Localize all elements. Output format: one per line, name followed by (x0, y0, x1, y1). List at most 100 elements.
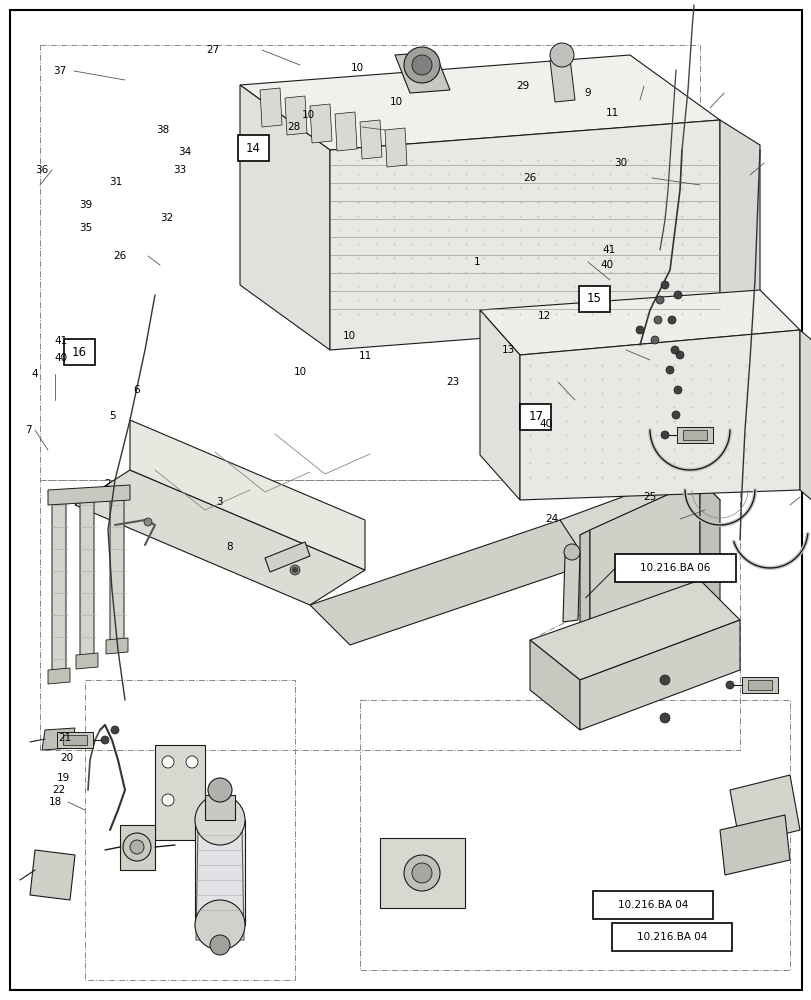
Bar (682, 430, 706, 440)
Text: 10: 10 (302, 110, 315, 120)
Polygon shape (799, 330, 811, 520)
Text: 10: 10 (294, 367, 307, 377)
Polygon shape (579, 480, 719, 558)
Polygon shape (719, 120, 759, 345)
Circle shape (292, 567, 298, 573)
Bar (747, 680, 771, 690)
Text: 26: 26 (522, 173, 535, 183)
Polygon shape (579, 530, 590, 665)
Text: 19: 19 (57, 773, 70, 783)
Text: 29: 29 (516, 81, 529, 91)
Text: 9: 9 (584, 88, 590, 98)
Polygon shape (48, 485, 130, 505)
Text: 40: 40 (600, 260, 613, 270)
Text: 10.216.BA 06: 10.216.BA 06 (640, 563, 710, 573)
Text: 31: 31 (109, 177, 122, 187)
Polygon shape (240, 55, 719, 150)
Circle shape (404, 47, 440, 83)
Polygon shape (719, 815, 789, 875)
Text: 1: 1 (474, 257, 480, 267)
Circle shape (665, 366, 673, 374)
Polygon shape (155, 745, 204, 840)
Text: 37: 37 (54, 66, 67, 76)
Text: 3: 3 (216, 497, 222, 507)
Text: 30: 30 (613, 158, 626, 168)
Circle shape (635, 326, 643, 334)
Polygon shape (479, 310, 519, 500)
Polygon shape (310, 520, 599, 645)
Polygon shape (590, 480, 699, 660)
Text: 36: 36 (36, 165, 49, 175)
Text: 14: 14 (246, 142, 260, 155)
Polygon shape (42, 728, 75, 750)
Bar (592, 891, 712, 919)
Polygon shape (106, 638, 128, 654)
Circle shape (670, 346, 678, 354)
Polygon shape (699, 480, 719, 630)
Bar (611, 923, 732, 951)
Text: 41: 41 (54, 336, 67, 346)
Circle shape (673, 291, 681, 299)
Circle shape (655, 296, 663, 304)
Polygon shape (120, 825, 155, 870)
Text: 15: 15 (586, 292, 601, 306)
Text: 27: 27 (206, 45, 219, 55)
Text: 10.216.BA 04: 10.216.BA 04 (617, 900, 687, 910)
Text: 20: 20 (60, 753, 73, 763)
Polygon shape (80, 493, 94, 667)
Bar (615, 554, 735, 582)
Text: 33: 33 (174, 165, 187, 175)
Circle shape (725, 681, 733, 689)
Polygon shape (240, 85, 329, 350)
Bar (64, 339, 95, 365)
Circle shape (411, 55, 431, 75)
Circle shape (404, 855, 440, 891)
Circle shape (130, 840, 144, 854)
Text: 22: 22 (52, 785, 65, 795)
Circle shape (411, 863, 431, 883)
Text: 8: 8 (226, 542, 233, 552)
Polygon shape (109, 493, 124, 652)
Circle shape (650, 336, 659, 344)
Polygon shape (335, 112, 357, 151)
Circle shape (111, 726, 119, 734)
Text: 18: 18 (49, 797, 62, 807)
Circle shape (208, 778, 232, 802)
Polygon shape (310, 104, 332, 143)
Text: 28: 28 (287, 122, 300, 132)
Circle shape (122, 833, 151, 861)
Text: 12: 12 (537, 311, 550, 321)
Circle shape (659, 713, 669, 723)
Polygon shape (384, 128, 406, 167)
Text: 4: 4 (32, 369, 38, 379)
Text: 23: 23 (446, 377, 459, 387)
Polygon shape (359, 120, 381, 159)
Bar (238, 135, 268, 161)
Text: 35: 35 (79, 223, 92, 233)
Text: 10.216.BA 04: 10.216.BA 04 (637, 932, 706, 942)
Bar (578, 286, 609, 312)
Circle shape (672, 411, 679, 419)
Polygon shape (76, 653, 98, 669)
Polygon shape (30, 850, 75, 900)
Text: 5: 5 (109, 411, 115, 421)
Polygon shape (560, 472, 714, 558)
Text: 13: 13 (501, 345, 514, 355)
Polygon shape (75, 470, 365, 605)
Circle shape (195, 795, 245, 845)
Text: 16: 16 (72, 346, 87, 359)
Polygon shape (579, 620, 739, 730)
Text: 34: 34 (178, 147, 191, 157)
Text: 32: 32 (161, 213, 174, 223)
Polygon shape (519, 330, 799, 500)
Circle shape (667, 316, 676, 324)
Polygon shape (380, 838, 465, 908)
Bar (63, 735, 87, 745)
Text: 7: 7 (25, 425, 32, 435)
Text: 21: 21 (58, 733, 71, 743)
Text: 24: 24 (545, 514, 558, 524)
Text: 38: 38 (156, 125, 169, 135)
Polygon shape (530, 640, 579, 730)
Text: 39: 39 (79, 200, 92, 210)
Circle shape (162, 794, 174, 806)
